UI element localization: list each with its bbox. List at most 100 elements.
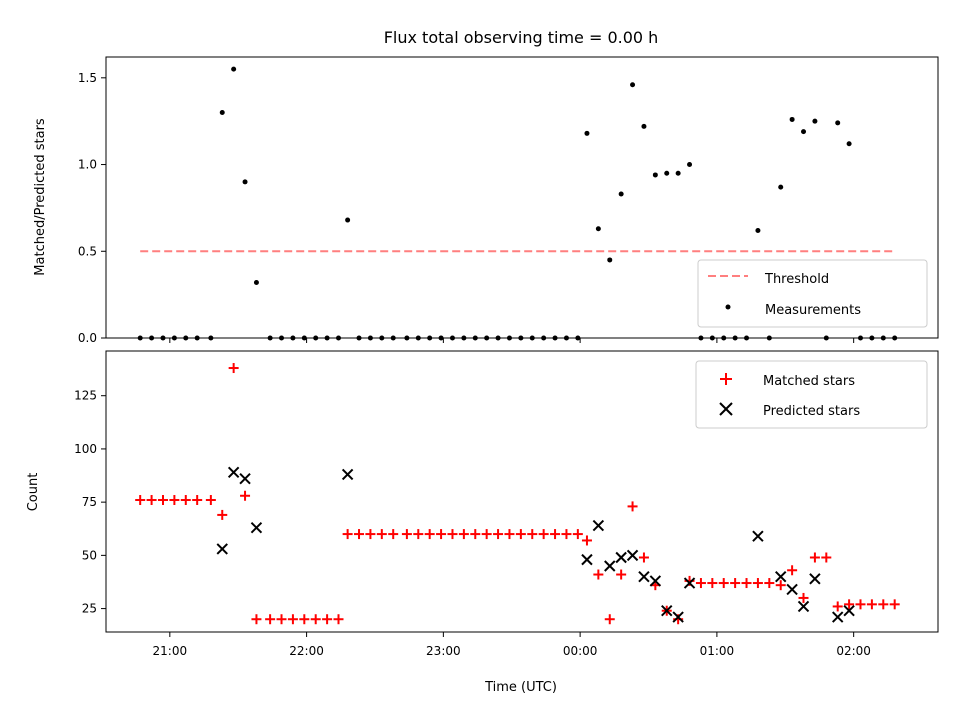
matched-star-point <box>775 580 786 591</box>
matched-star-point <box>436 529 447 540</box>
matched-star-point <box>354 529 365 540</box>
matched-star-point <box>333 614 344 625</box>
matched-star-point <box>718 578 729 589</box>
measurement-point <box>675 170 681 176</box>
matched-star-point <box>572 529 583 540</box>
matched-star-point <box>192 495 203 506</box>
legend-threshold-label: Threshold <box>764 272 829 287</box>
matched-star-point <box>616 569 627 580</box>
matched-star-point <box>741 578 752 589</box>
legend-predicted-swatch <box>719 402 733 416</box>
top-ytick-label: 1.5 <box>78 71 97 85</box>
matched-star-point <box>538 529 549 540</box>
predicted-star-point <box>626 549 639 562</box>
matched-star-point <box>832 601 843 612</box>
matched-star-point <box>764 578 775 589</box>
predicted-star-point <box>615 551 627 564</box>
measurement-point <box>345 217 351 223</box>
predicted-star-point <box>797 600 810 613</box>
measurement-point <box>618 191 624 197</box>
matched-star-point <box>388 529 399 540</box>
matched-star-point <box>205 495 216 506</box>
measurement-point <box>789 116 795 122</box>
matched-star-point <box>844 599 855 610</box>
legend-measurements-swatch <box>725 304 731 310</box>
predicted-star-point <box>239 473 251 485</box>
measurement-point <box>253 279 259 285</box>
predicted-star-point <box>843 605 855 617</box>
measurement-point <box>595 226 601 232</box>
bottom-xtick-label: 23:00 <box>426 644 461 658</box>
measurement-point <box>231 66 237 72</box>
matched-star-point <box>809 552 820 563</box>
matched-star-point <box>638 552 649 563</box>
predicted-star-point <box>786 583 798 596</box>
legend-matched-label: Matched stars <box>763 374 855 389</box>
bottom-ytick-label: 75 <box>82 495 97 509</box>
matched-star-point <box>228 363 239 374</box>
matched-star-point <box>821 552 832 563</box>
matched-star-point <box>855 599 866 610</box>
matched-star-point <box>169 495 180 506</box>
matched-star-point <box>322 614 333 625</box>
bottom-xtick-label: 02:00 <box>836 644 871 658</box>
matched-star-point <box>752 578 763 589</box>
matched-star-point <box>481 529 492 540</box>
measurement-point <box>687 162 693 168</box>
matched-star-point <box>561 529 572 540</box>
top-legend: Threshold Measurements <box>697 259 928 328</box>
matched-star-point <box>447 529 458 540</box>
matched-star-point <box>287 614 298 625</box>
predicted-star-point <box>581 553 593 566</box>
matched-star-point <box>310 614 321 625</box>
matched-star-point <box>627 501 638 512</box>
matched-star-point <box>787 565 798 576</box>
matched-star-point <box>265 614 276 625</box>
predicted-star-point <box>831 611 844 623</box>
predicted-star-point <box>604 560 616 572</box>
matched-star-point <box>527 529 538 540</box>
predicted-star-point <box>592 519 605 532</box>
measurement-point <box>652 172 658 178</box>
matched-star-point <box>470 529 481 540</box>
predicted-star-point <box>672 611 684 623</box>
matched-star-point <box>889 599 900 610</box>
bottom-axis-ticks: 25 50 75 100 125 21:00 22:00 23:00 00:00 01:00 02:… <box>74 389 871 658</box>
matched-star-point <box>878 599 889 610</box>
top-ytick-label: 1.0 <box>78 158 97 172</box>
matched-star-point <box>707 578 718 589</box>
top-y-axis-label: Matched/Predicted stars <box>33 118 48 276</box>
bottom-xtick-label: 22:00 <box>289 644 324 658</box>
predicted-star-point <box>216 543 228 555</box>
measurement-point <box>219 110 225 116</box>
matched-star-point <box>424 529 435 540</box>
measurement-point <box>641 123 647 129</box>
measurement-point <box>835 120 841 126</box>
matched-star-point <box>413 529 424 540</box>
bottom-legend: Matched stars Predicted stars <box>695 360 928 429</box>
top-chart-title: Flux total observing time = 0.00 h <box>384 28 659 47</box>
measurement-point <box>812 118 818 124</box>
matched-star-point <box>251 614 262 625</box>
bottom-plot-marks <box>135 363 900 625</box>
bottom-ytick-label: 50 <box>82 548 97 562</box>
matched-star-point <box>365 529 376 540</box>
top-ytick-label: 0.0 <box>78 331 97 345</box>
bottom-x-axis-label: Time (UTC) <box>484 680 557 695</box>
bottom-xtick-label: 00:00 <box>563 644 598 658</box>
bottom-xtick-label: 21:00 <box>153 644 188 658</box>
measurement-point <box>242 179 248 185</box>
top-legend-box <box>697 259 928 328</box>
measurement-point <box>630 82 636 88</box>
top-axis-ticks: 0.0 0.5 1.0 1.5 <box>78 71 855 345</box>
matched-star-point <box>276 614 287 625</box>
matched-star-point <box>515 529 526 540</box>
measurement-point <box>584 130 590 136</box>
matched-star-point <box>550 529 561 540</box>
matched-star-point <box>581 535 592 546</box>
matched-star-point <box>401 529 412 540</box>
predicted-star-point <box>752 530 764 542</box>
legend-matched-swatch <box>720 373 732 385</box>
bottom-y-axis-label: Count <box>26 473 41 512</box>
